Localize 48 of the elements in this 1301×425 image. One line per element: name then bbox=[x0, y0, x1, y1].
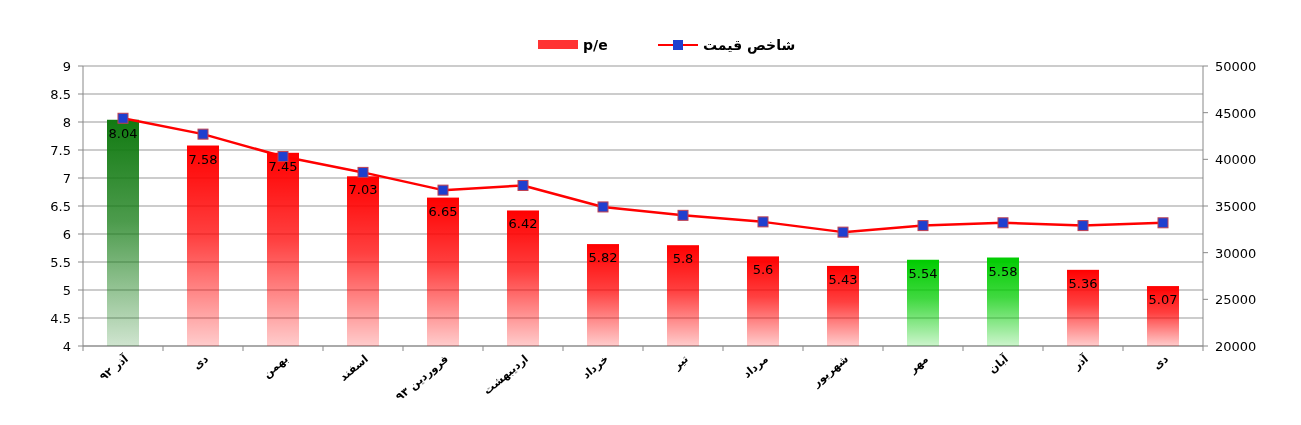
data-label: 5.43 bbox=[828, 271, 858, 287]
x-tick-label: اردیبهشت bbox=[480, 352, 531, 398]
x-tick-label: تیر bbox=[669, 352, 691, 373]
data-label: 5.8 bbox=[672, 251, 694, 267]
y-tick-label: 6.5 bbox=[50, 199, 71, 214]
y-tick-label: 8 bbox=[62, 115, 71, 130]
data-label: 5.58 bbox=[988, 263, 1018, 279]
data-label: 5.6 bbox=[752, 262, 774, 278]
x-tick-label: فروردین ۹۳ bbox=[393, 352, 451, 404]
y-tick-label: 4 bbox=[62, 339, 71, 354]
x-tick-label: آذر ۹۲ bbox=[96, 351, 132, 384]
data-label: 5.54 bbox=[908, 265, 938, 281]
y2-tick-label: 40000 bbox=[1215, 152, 1257, 168]
x-tick-label: آذر bbox=[1069, 351, 1092, 374]
data-label: 7.03 bbox=[348, 182, 378, 198]
y2-tick-label: 50000 bbox=[1215, 59, 1257, 74]
y2-tick-label: 25000 bbox=[1215, 292, 1257, 308]
x-tick-label: دی bbox=[190, 352, 212, 373]
y-tick-label: 4.5 bbox=[50, 311, 71, 326]
y2-tick-label: 45000 bbox=[1215, 105, 1257, 121]
data-label: 6.42 bbox=[508, 216, 538, 232]
x-tick-label: آبان bbox=[985, 351, 1012, 377]
y-tick-label: 6 bbox=[62, 227, 71, 242]
y-tick-label: 9 bbox=[62, 59, 71, 74]
data-label: 8.04 bbox=[108, 125, 138, 141]
legend-label: p/e bbox=[583, 37, 608, 53]
data-label: 7.58 bbox=[188, 151, 218, 167]
data-label: 5.36 bbox=[1068, 275, 1098, 291]
x-tick-label: مرداد bbox=[740, 352, 771, 381]
x-tick-label: مهر bbox=[905, 352, 931, 377]
x-tick-label: دی bbox=[1150, 352, 1172, 373]
legend-label: شاخص قیمت bbox=[703, 37, 796, 54]
y2-tick-label: 30000 bbox=[1215, 245, 1257, 261]
y-tick-label: 5.5 bbox=[50, 255, 71, 270]
y-tick-label: 7 bbox=[62, 171, 71, 186]
y2-tick-label: 20000 bbox=[1215, 339, 1257, 354]
data-label: 7.45 bbox=[268, 158, 298, 174]
y-tick-label: 7.5 bbox=[50, 143, 71, 158]
y2-tick-label: 35000 bbox=[1215, 199, 1257, 214]
data-label: 5.82 bbox=[588, 250, 618, 266]
y-tick-label: 8.5 bbox=[50, 87, 71, 102]
y-tick-label: 5 bbox=[62, 283, 71, 298]
x-tick-label: خرداد bbox=[579, 352, 611, 382]
x-tick-label: اسفند bbox=[337, 352, 371, 384]
data-label: 6.65 bbox=[428, 203, 458, 219]
x-tick-label: بهمن bbox=[260, 352, 291, 381]
x-tick-label: شهریور bbox=[809, 352, 851, 391]
data-label: 5.07 bbox=[1148, 292, 1178, 308]
